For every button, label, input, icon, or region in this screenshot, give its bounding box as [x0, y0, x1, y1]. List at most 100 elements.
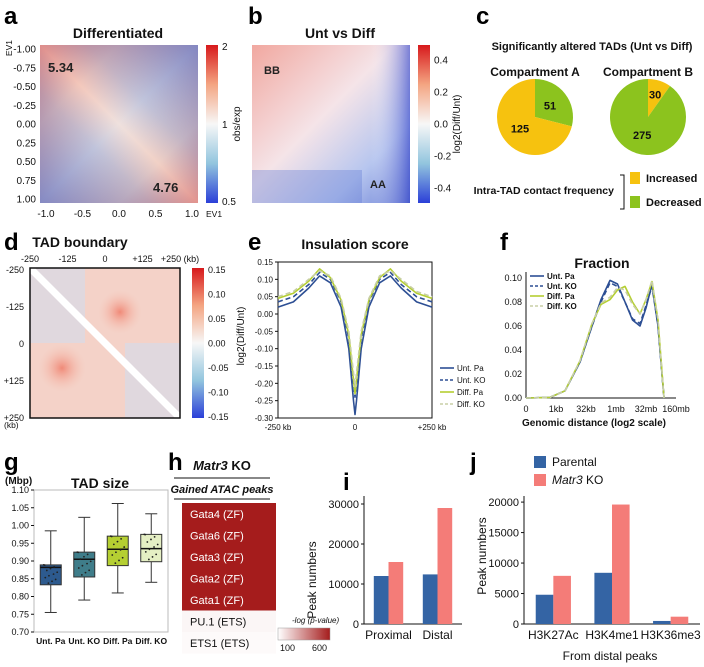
panel-i-label: i	[343, 469, 350, 496]
box-jitter-point	[84, 571, 87, 574]
panel-f-x-tick: 1kb	[549, 404, 564, 414]
heatmap-row-label: ETS1 (ETS)	[190, 638, 249, 650]
panel-e-ylabel: log2(Diff/Unt)	[236, 307, 247, 366]
panel-g-y-tick: 0.80	[11, 592, 29, 602]
panel-h-scale-max: 600	[312, 643, 327, 653]
pie-slice-increased	[497, 79, 572, 155]
panel-f-y-tick: 0.08	[504, 297, 522, 307]
panel-e-y-tick: -0.25	[255, 397, 274, 406]
panel-j-y-tick: 10000	[488, 558, 519, 570]
pie-slice-decreased	[535, 79, 573, 127]
panel-e-title: Insulation score	[301, 236, 409, 252]
panel-d-y-tick: -250	[6, 265, 24, 275]
panel-c-legend-bracket	[620, 174, 625, 210]
panel-h-gene: Matr3	[193, 458, 228, 473]
box-jitter-point	[112, 543, 115, 546]
panel-e-y-tick: 0.15	[257, 258, 273, 267]
panel-e-label: e	[248, 229, 261, 256]
panel-a-x-ticks: -1.0 -0.5 0.0 0.5 1.0	[37, 209, 199, 220]
panel-g-y-tick: 1.00	[11, 521, 29, 531]
panel-e-x-tick: +250 kb	[418, 423, 447, 432]
panel-i-bar-parental	[373, 576, 389, 624]
box-jitter-point	[81, 564, 84, 567]
panel-g-title: TAD size	[71, 475, 129, 491]
panel-f-x-tick: 0	[523, 404, 528, 414]
heatmap-row-label: Gata4 (ZF)	[190, 509, 244, 521]
panel-j-x-tick: H3K27Ac	[528, 628, 579, 642]
panel-e-x-tick: 0	[353, 423, 358, 432]
heatmap-cell	[182, 610, 276, 632]
box-jitter-point	[56, 571, 59, 574]
panel-f-y-tick: 0.02	[504, 369, 522, 379]
panel-i-x-tick: Distal	[422, 628, 452, 642]
box-jitter-point	[153, 536, 156, 538]
panel-j-chart: 20000 15000 10000 5000 0 H3K27Ac H3K4me1 H3K36m…	[488, 496, 701, 642]
panel-i: i Peak numbers 30000 20000 10000 0 Proximal D…	[305, 469, 462, 642]
box-jitter-point	[156, 543, 159, 546]
panel-b-aa-label: AA	[370, 179, 386, 191]
panel-i-y-tick: 30000	[328, 499, 359, 511]
panel-d-label: d	[4, 229, 19, 256]
panel-b-cb-tick: 0.4	[434, 56, 448, 67]
panel-d-frame	[29, 267, 181, 419]
panel-j-ylabel: Peak numbers	[475, 517, 489, 594]
panel-a-y-tick: -0.75	[13, 63, 36, 74]
box-jitter-point	[118, 559, 120, 562]
panel-g-y-tick: 0.95	[11, 538, 29, 548]
panel-g-ylabel: (Mbp)	[5, 476, 32, 487]
panel-d-colorbar	[192, 268, 204, 418]
panel-a-y-tick: 0.25	[17, 138, 37, 149]
panel-j-xlabel: From distal peaks	[563, 649, 658, 663]
heatmap-cell	[182, 589, 276, 611]
panel-a-cb-tick-mid: 1	[222, 120, 228, 131]
panel-a-colorbar	[206, 45, 218, 203]
series-line-unt-pa	[277, 275, 433, 416]
panel-a-x-tick: 1.0	[185, 209, 199, 220]
panel-d-x-tick: -125	[58, 254, 76, 264]
box-jitter-point	[151, 556, 154, 558]
panel-h-heatmap: Gata4 (ZF) Gata6 (ZF) Gata3 (ZF) Gata2 (ZF)…	[182, 503, 276, 654]
legend-decreased-swatch	[630, 196, 640, 208]
panel-f-legend-label: Diff. Pa	[547, 292, 575, 301]
panel-f-label: f	[500, 229, 509, 256]
series-line-diff-pa	[277, 268, 433, 395]
panel-j-label: j	[469, 449, 477, 476]
box-jitter-point	[49, 567, 52, 570]
panel-h-scale-min: 100	[280, 643, 295, 653]
panel-g-y-tick: 0.85	[11, 574, 29, 584]
box-jitter-point	[83, 555, 85, 558]
panel-a-ev1-vertical: EV1	[4, 40, 14, 56]
legend-decreased-label: Decreased	[646, 197, 702, 209]
panel-a-y-ticks: -1.00 -0.75 -0.50 -0.25 0.00 0.25 0.50 0.75 1.00	[13, 45, 36, 206]
panel-d-cb-tick: 0.05	[208, 314, 226, 324]
panel-f-legend-label: Diff. KO	[547, 302, 577, 311]
panel-d-y-tick: -125	[6, 302, 24, 312]
panel-d-x-tick: 0	[102, 254, 107, 264]
panel-j: j Peak numbers Parental Matr3 KO From di…	[469, 449, 701, 663]
panel-a-heatmap-overlay	[40, 45, 198, 203]
box-jitter-point	[53, 565, 56, 568]
panel-d-x-tick: +125	[132, 254, 152, 264]
panel-j-bar-parental	[535, 594, 554, 624]
box-jitter-point	[146, 541, 149, 543]
panel-g-x-tick: Diff. Pa	[103, 636, 133, 646]
panel-a-title: Differentiated	[73, 25, 163, 41]
panel-b-cb-tick: 0.0	[434, 120, 448, 131]
series-line-diff-ko	[277, 269, 433, 388]
heatmap-row-label: PU.1 (ETS)	[190, 616, 246, 628]
panel-d-x-tick: -250	[21, 254, 39, 264]
panel-j-y-tick: 15000	[488, 528, 519, 540]
pie-slice-increased	[648, 79, 671, 117]
panel-e-x-tick: -250 kb	[265, 423, 292, 432]
box-jitter-point	[150, 538, 152, 541]
panel-d-title: TAD boundary	[32, 234, 128, 250]
panel-d-x-tick: +250 (kb)	[161, 254, 199, 264]
pie-slice-decreased	[610, 79, 686, 155]
panel-b: b Unt vs Diff BB AA 0.4 0.2 0.0 -0.2 -0.4 lo…	[248, 3, 463, 203]
panel-d-y-tick: +250	[4, 413, 24, 423]
panel-a-value-bottomright: 4.76	[153, 180, 178, 195]
panel-g: g TAD size (Mbp) 1.10 1.05 1.00 0.95 0.90 0.8…	[4, 449, 169, 646]
box-jitter-point	[115, 551, 117, 554]
box-jitter-point	[52, 573, 55, 576]
